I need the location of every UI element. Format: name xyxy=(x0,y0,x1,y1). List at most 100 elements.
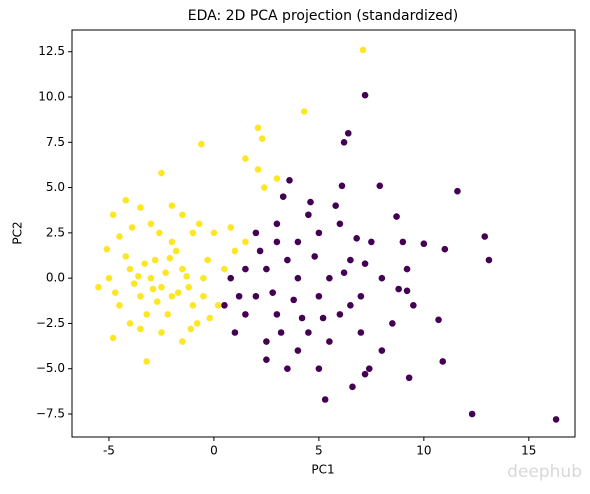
point xyxy=(340,139,348,146)
point xyxy=(200,274,207,282)
point xyxy=(344,129,352,137)
point xyxy=(552,416,560,423)
point xyxy=(273,175,281,182)
point xyxy=(122,253,130,260)
point xyxy=(210,229,218,237)
point xyxy=(485,256,493,264)
point xyxy=(273,311,281,318)
point xyxy=(332,202,339,209)
point xyxy=(263,265,270,273)
point xyxy=(393,213,400,220)
point xyxy=(361,91,369,99)
y-tick-label: −7.5 xyxy=(36,406,65,420)
point xyxy=(235,292,243,300)
point xyxy=(179,265,186,273)
point xyxy=(403,265,411,273)
point xyxy=(105,274,113,282)
x-tick-label: 10 xyxy=(416,444,431,458)
point xyxy=(198,140,205,148)
point xyxy=(135,273,142,280)
point xyxy=(315,365,323,373)
point xyxy=(242,155,249,162)
point xyxy=(204,256,211,264)
point xyxy=(231,247,239,255)
point xyxy=(143,311,151,318)
point xyxy=(162,269,169,277)
point xyxy=(116,233,123,240)
point xyxy=(347,256,354,264)
point xyxy=(441,245,449,253)
point xyxy=(221,302,228,309)
point xyxy=(300,108,308,115)
point xyxy=(109,334,117,342)
point xyxy=(340,269,348,277)
point xyxy=(273,220,281,228)
watermark: deephub xyxy=(507,462,582,482)
y-tick-label: −2.5 xyxy=(36,316,65,330)
point xyxy=(130,280,138,287)
point xyxy=(137,204,144,211)
x-tick-label: -5 xyxy=(103,444,115,458)
point xyxy=(185,283,193,291)
point xyxy=(242,311,249,318)
point xyxy=(252,229,260,237)
point xyxy=(254,124,262,132)
point xyxy=(294,347,302,354)
point xyxy=(189,229,197,237)
point xyxy=(122,196,130,204)
point xyxy=(126,265,134,273)
point xyxy=(410,302,417,309)
point xyxy=(143,358,151,365)
point xyxy=(221,265,228,273)
point xyxy=(315,292,323,300)
point xyxy=(365,365,373,373)
point xyxy=(254,166,262,173)
point xyxy=(321,396,329,403)
point xyxy=(368,238,375,246)
point xyxy=(286,177,293,184)
point xyxy=(153,298,161,305)
point xyxy=(263,356,270,363)
point xyxy=(315,229,323,237)
point xyxy=(183,273,190,280)
point xyxy=(298,314,306,322)
point xyxy=(147,274,155,282)
point xyxy=(168,238,176,246)
point xyxy=(103,245,111,253)
point xyxy=(307,198,314,206)
point xyxy=(174,289,182,296)
x-tick-label: 5 xyxy=(315,444,323,458)
point xyxy=(200,292,207,300)
point xyxy=(294,238,302,246)
point xyxy=(361,260,369,267)
y-axis-label: PC2 xyxy=(11,221,25,244)
x-tick-label: 0 xyxy=(210,444,218,458)
y-tick-label: 10.0 xyxy=(38,90,65,104)
point xyxy=(290,296,297,304)
point xyxy=(361,370,369,378)
point xyxy=(168,202,176,209)
point xyxy=(95,283,102,291)
point xyxy=(109,211,117,219)
point xyxy=(137,325,144,333)
x-tick-label: 15 xyxy=(521,444,536,458)
point xyxy=(111,289,119,296)
point xyxy=(326,338,333,345)
point xyxy=(193,320,201,327)
point xyxy=(468,410,476,418)
point xyxy=(338,182,346,190)
point xyxy=(399,238,407,246)
point xyxy=(439,358,447,365)
point xyxy=(231,329,239,336)
point xyxy=(156,229,163,237)
point xyxy=(227,274,235,282)
point xyxy=(378,274,386,282)
point xyxy=(263,338,270,345)
point xyxy=(164,311,172,318)
point xyxy=(179,211,186,219)
point xyxy=(336,220,344,228)
point xyxy=(227,224,235,231)
point xyxy=(141,260,148,267)
y-tick-label: 0.0 xyxy=(46,271,65,285)
